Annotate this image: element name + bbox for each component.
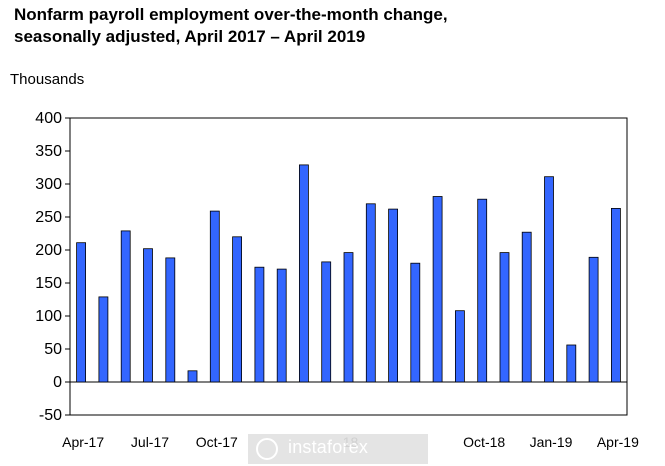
y-tick-label: 100 xyxy=(35,308,62,325)
x-tick-label: Jan-19 xyxy=(530,434,573,450)
bar-mar-19 xyxy=(588,256,599,383)
chart-title: Nonfarm payroll employment over-the-mont… xyxy=(14,4,448,48)
y-tick-label: 350 xyxy=(35,143,62,160)
bar-dec-17 xyxy=(254,266,265,383)
x-tick-label: Oct-18 xyxy=(463,434,505,450)
bar-apr-19 xyxy=(611,207,621,383)
bar-apr-17 xyxy=(76,242,86,383)
bar-jan-19 xyxy=(544,176,554,383)
bar-may-18 xyxy=(365,203,376,383)
bar-feb-18 xyxy=(298,164,309,383)
y-tick-label: 200 xyxy=(35,242,62,259)
y-tick-label: 400 xyxy=(35,110,62,127)
bar-oct-17 xyxy=(209,210,220,383)
bar-apr-18 xyxy=(343,252,354,383)
x-tick-label: Jul-17 xyxy=(131,434,169,450)
bar-jul-18 xyxy=(410,262,421,383)
y-tick-label: 50 xyxy=(44,341,62,358)
bar-nov-18 xyxy=(499,252,510,383)
bar-aug-17 xyxy=(165,257,176,383)
bar-mar-18 xyxy=(321,261,332,383)
x-tick-label: Apr-19 xyxy=(597,434,639,450)
bar-aug-18 xyxy=(432,196,443,383)
bar-may-17 xyxy=(98,296,109,383)
x-tick-label: Apr-17 xyxy=(62,434,104,450)
y-tick-label: 150 xyxy=(35,275,62,292)
bar-jul-17 xyxy=(143,248,153,383)
instaforex-logo-icon xyxy=(256,438,278,460)
x-tick-label: Oct-17 xyxy=(196,434,238,450)
bar-oct-18 xyxy=(477,198,488,383)
bar-jun-17 xyxy=(120,230,131,383)
bar-nov-17 xyxy=(232,236,243,383)
y-tick-label: 300 xyxy=(35,176,62,193)
bar-jan-18 xyxy=(276,268,287,383)
watermark: instaforex xyxy=(248,434,428,464)
plot-area-frame xyxy=(69,117,628,416)
bar-sep-17 xyxy=(187,370,198,383)
bar-sep-18 xyxy=(454,310,465,383)
chart-title-line-2: seasonally adjusted, April 2017 – April … xyxy=(14,27,366,46)
bar-jun-18 xyxy=(388,208,399,383)
chart-title-line-1: Nonfarm payroll employment over-the-mont… xyxy=(14,5,448,24)
bar-dec-18 xyxy=(521,231,532,383)
y-tick-label: 250 xyxy=(35,209,62,226)
y-tick-label: 0 xyxy=(53,374,62,391)
y-axis-unit-label: Thousands xyxy=(10,71,85,88)
y-tick-label: -50 xyxy=(39,407,62,424)
bar-feb-19 xyxy=(566,344,577,383)
watermark-text: instaforex xyxy=(288,437,369,457)
